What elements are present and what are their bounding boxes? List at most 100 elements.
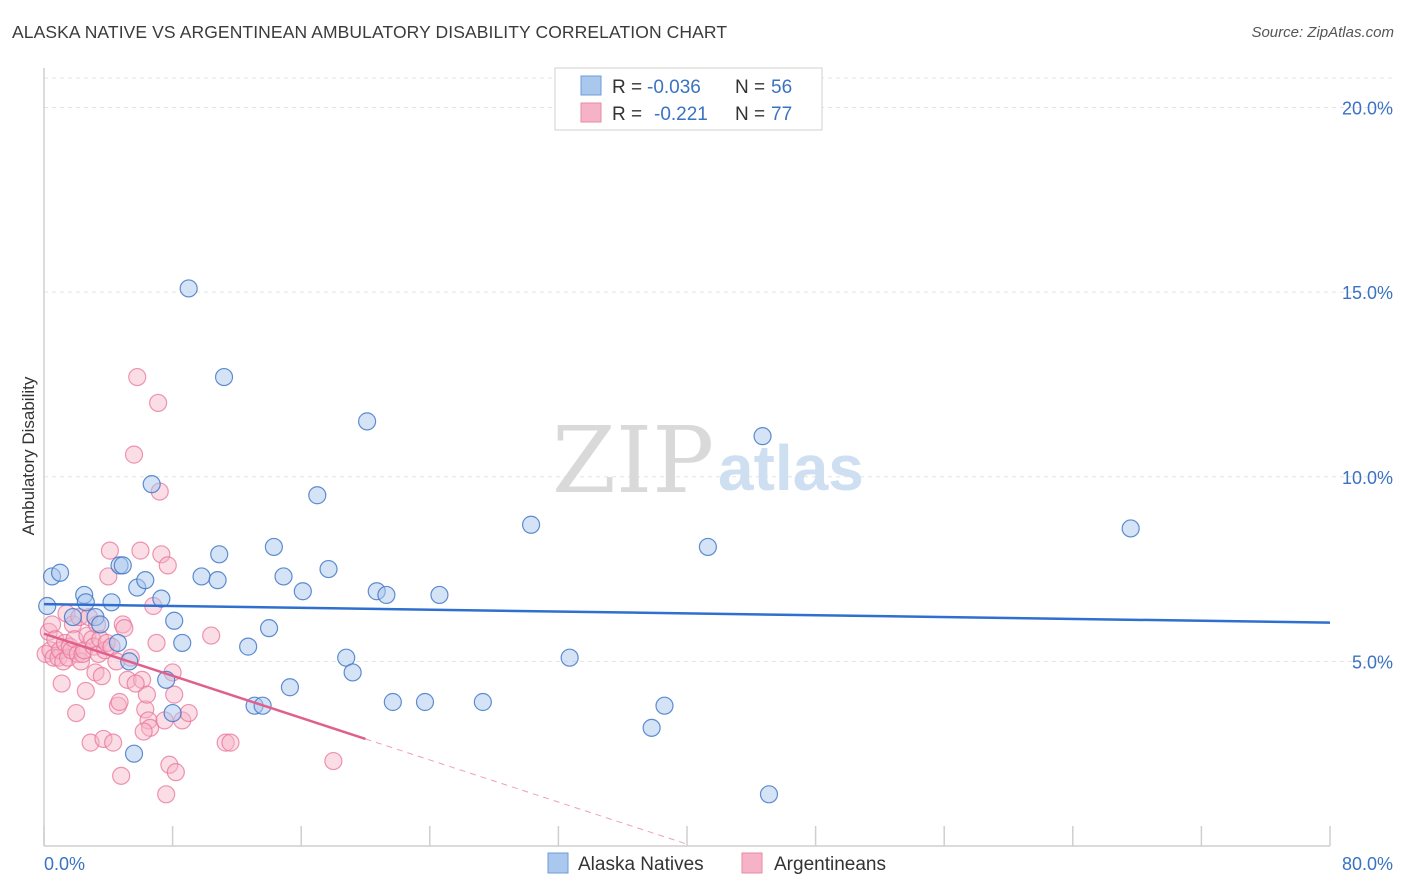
alaska-natives-point-24 — [208, 571, 227, 590]
alaska-natives-point-38 — [343, 663, 362, 682]
legend-n-value-2: 77 — [771, 104, 792, 125]
alaska-natives-point-9 — [108, 633, 128, 653]
alaska-natives-point-8 — [102, 593, 121, 612]
alaska-natives-point-48 — [642, 718, 661, 737]
alaska-natives-point-46 — [521, 515, 541, 534]
alaska-natives-point-15 — [136, 571, 155, 590]
alaska-natives-point-53 — [1121, 519, 1140, 538]
legend-r-value-2: -0.221 — [654, 104, 708, 125]
alaska-natives-point-21 — [173, 633, 192, 653]
alaska-natives-point-43 — [415, 692, 435, 712]
argentineans-trend-line — [43, 632, 366, 741]
alaska-natives-point-31 — [264, 537, 283, 557]
y-tick-label-3: 20.0% — [1342, 99, 1393, 119]
series-swatch-argentineans — [741, 852, 763, 874]
y-tick-label-0: 5.0% — [1352, 652, 1393, 672]
alaska-natives-point-42 — [383, 692, 402, 712]
series-legend: Alaska Natives Argentineans — [547, 852, 886, 875]
alaska-natives-point-3 — [63, 607, 83, 627]
alaska-natives-point-2 — [50, 563, 70, 582]
y-tick-label-2: 15.0% — [1342, 283, 1393, 303]
alaska-natives-point-11 — [113, 556, 132, 575]
legend-n-value-1: 56 — [771, 77, 792, 98]
argentineans-point-70 — [179, 703, 198, 723]
alaska-natives-point-51 — [753, 427, 772, 446]
alaska-natives-point-13 — [124, 744, 144, 763]
alaska-natives-point-47 — [560, 648, 579, 667]
alaska-natives-point-20 — [165, 611, 184, 630]
argentineans-point-65 — [160, 755, 179, 774]
argentineans-point-73 — [221, 733, 240, 752]
legend-swatch-pink — [580, 102, 602, 123]
alaska-natives-point-34 — [293, 582, 312, 601]
alaska-natives-point-39 — [358, 412, 377, 431]
alaska-natives-point-0 — [38, 596, 57, 616]
alaska-natives-point-30 — [259, 619, 279, 638]
argentineans-point-58 — [147, 633, 166, 653]
argentineans-point-74 — [324, 751, 343, 771]
watermark-atlas-text: atlas — [718, 432, 864, 504]
argentineans-point-50 — [128, 367, 147, 387]
argentineans-point-55 — [139, 711, 158, 730]
argentineans-point-43 — [110, 692, 129, 712]
alaska-natives-point-50 — [698, 537, 717, 557]
argentineans-point-67 — [165, 685, 184, 704]
axes — [43, 68, 1331, 847]
alaska-natives-point-52 — [759, 785, 779, 804]
alaska-natives-point-32 — [274, 567, 293, 586]
x-tick-labels: 0.0% 80.0% — [44, 854, 1393, 874]
y-tick-labels: 5.0% 10.0% 15.0% 20.0% — [1342, 99, 1393, 673]
chart-title: ALASKA NATIVE VS ARGENTINEAN AMBULATORY … — [12, 22, 728, 42]
alaska-natives-point-19 — [163, 703, 182, 723]
argentineans-point-61 — [152, 545, 171, 564]
series-label-argentineans: Argentineans — [774, 854, 886, 875]
argentineans-point-76 — [126, 674, 145, 693]
legend-r-label-1: R = — [612, 77, 642, 98]
alaska-natives-point-36 — [319, 559, 338, 579]
alaska-natives-points — [38, 279, 1140, 804]
y-axis-label: Ambulatory Disability — [19, 376, 38, 535]
legend: R = -0.036 N = 56 R = -0.221 N = 77 — [554, 67, 823, 131]
alaska-natives-point-7 — [91, 615, 110, 634]
alaska-natives-point-27 — [239, 637, 258, 656]
argentineans-point-3 — [42, 615, 62, 634]
alaska-natives-trend-line — [43, 602, 1331, 624]
alaska-natives-point-41 — [377, 585, 396, 605]
argentineans-point-68 — [166, 763, 185, 782]
argentineans-point-51 — [131, 541, 150, 560]
legend-n-label-2: N = — [735, 104, 765, 125]
legend-swatch-blue — [580, 75, 602, 96]
argentineans-point-59 — [149, 393, 168, 413]
series-label-alaska: Alaska Natives — [578, 854, 704, 875]
alaska-natives-point-44 — [430, 585, 449, 605]
argentineans-point-72 — [216, 733, 235, 752]
legend-r-label-2: R = — [612, 104, 642, 125]
watermark-zip-text: ZIP — [552, 407, 714, 514]
argentineans-point-64 — [158, 556, 177, 575]
argentineans-point-44 — [112, 766, 131, 785]
argentineans-point-23 — [76, 681, 95, 701]
source-label: Source: ZipAtlas.com — [1251, 24, 1394, 41]
alaska-natives-point-22 — [179, 279, 198, 298]
argentineans-point-63 — [157, 785, 176, 804]
argentineans-point-53 — [136, 700, 155, 719]
argentineans-point-4 — [44, 648, 63, 667]
alaska-natives-point-25 — [210, 545, 229, 564]
argentineans-point-33 — [92, 667, 111, 686]
legend-r-value-1: -0.036 — [647, 77, 701, 98]
y-tick-label-1: 10.0% — [1342, 468, 1393, 488]
argentineans-point-49 — [124, 445, 144, 464]
x-tick-label-max: 80.0% — [1342, 854, 1393, 874]
argentineans-point-17 — [67, 703, 86, 723]
argentineans-points — [36, 367, 343, 804]
argentineans-point-38 — [100, 541, 120, 560]
argentineans-point-20 — [71, 652, 91, 671]
alaska-natives-point-16 — [142, 475, 161, 494]
argentineans-point-40 — [104, 733, 123, 752]
alaska-natives-point-33 — [280, 678, 300, 697]
argentineans-point-8 — [52, 674, 71, 693]
argentineans-point-71 — [202, 626, 221, 645]
legend-n-label-1: N = — [735, 77, 765, 98]
x-tick-label-min: 0.0% — [44, 854, 85, 874]
